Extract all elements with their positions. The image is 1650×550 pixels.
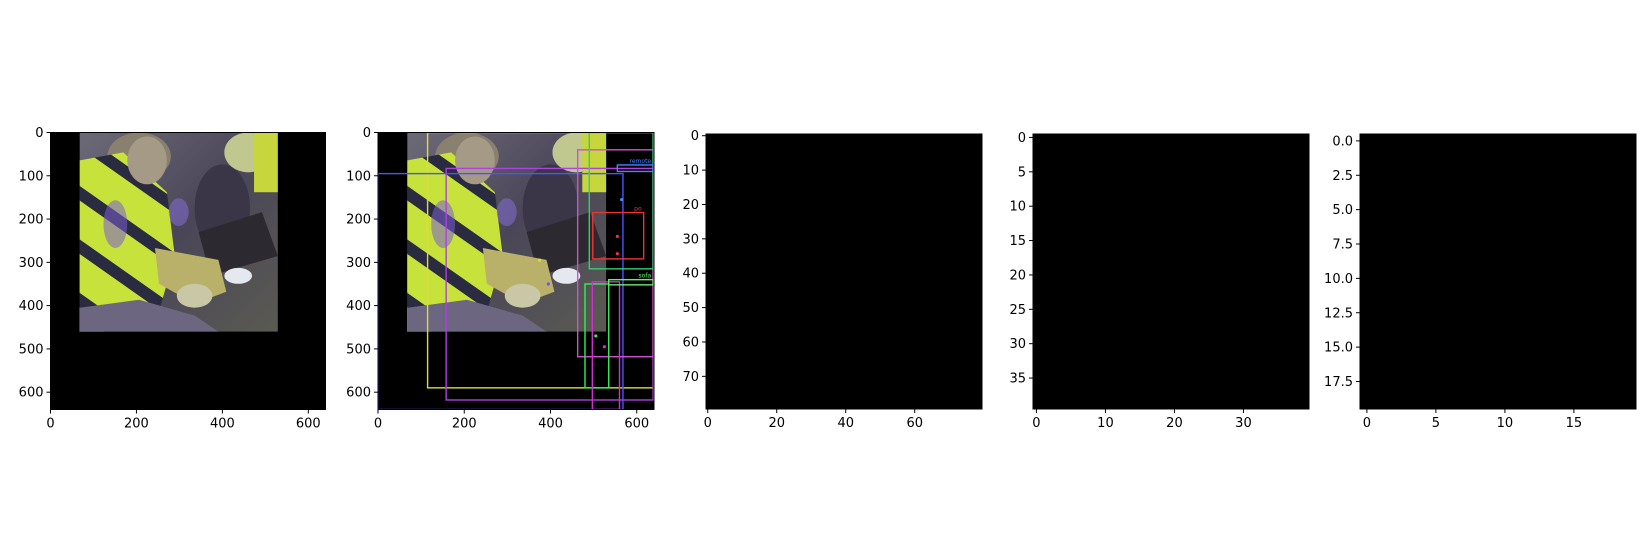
image-area (1033, 134, 1309, 409)
detection-box (378, 172, 624, 410)
y-tick-label: 70 (682, 370, 699, 385)
y-tick-label: 30 (1009, 337, 1026, 352)
y-tick-label: 35 (1009, 372, 1026, 387)
detection-label: remote (630, 158, 652, 165)
y-tick-label: 60 (682, 335, 699, 350)
y-tick-label: 12.5 (1324, 306, 1353, 321)
keypoint (538, 258, 542, 262)
x-tick-label: 20 (768, 416, 785, 431)
x-tick-label: 60 (906, 416, 923, 431)
y-tick-label: 2.5 (1332, 169, 1353, 184)
detection-label: po (634, 206, 642, 213)
y-tick-label: 7.5 (1332, 238, 1353, 253)
y-tick-label: 15.0 (1324, 341, 1353, 356)
keypoint (602, 345, 607, 349)
x-tick-label: 10 (1497, 416, 1514, 431)
y-tick-label: 300 (19, 256, 44, 271)
x-tick-label: 0 (1363, 416, 1371, 431)
y-tick-label: 20 (682, 198, 699, 213)
axes-frame (377, 132, 655, 410)
keypoint (615, 252, 619, 256)
detection-box (588, 132, 654, 270)
x-tick-label: 600 (296, 417, 321, 432)
y-tick-label: 0.0 (1332, 134, 1353, 149)
y-tick-label: 0 (363, 126, 371, 141)
y-tick-label: 20 (1009, 268, 1026, 283)
y-tick-label: 25 (1009, 303, 1026, 318)
y-tick-label: 200 (19, 213, 44, 228)
y-tick-label: 10.0 (1324, 272, 1353, 287)
detection-box (616, 164, 654, 173)
y-tick-label: 17.5 (1324, 375, 1353, 390)
y-tick-label: 5.0 (1332, 203, 1353, 218)
axes-frame (1032, 133, 1310, 410)
y-tick-label: 500 (19, 342, 44, 357)
subplot-3: 0 20 40 60 0 10 20 30 40 50 60 70 (682, 129, 983, 431)
x-tick-label: 10 (1097, 416, 1114, 431)
y-tick-label: 600 (19, 386, 44, 401)
keypoint (546, 282, 550, 286)
keypoint (620, 197, 624, 202)
detection-box (591, 281, 621, 410)
image-area (1360, 134, 1636, 409)
x-tick-label: 200 (452, 417, 477, 432)
x-tick-label: 15 (1566, 416, 1583, 431)
y-tick-label: 50 (682, 301, 699, 316)
y-tick-label: 0 (35, 126, 43, 141)
y-tick-label: 10 (682, 164, 699, 179)
x-tick-label: 0 (704, 416, 712, 431)
axes-frame (50, 132, 326, 410)
y-tick-label: 100 (19, 169, 44, 184)
subplot-5: 0 5 10 15 0.0 2.5 5.0 7.5 10.0 12.5 15.0 17.5 (1324, 133, 1637, 431)
y-tick-label: 40 (682, 267, 699, 282)
subplot-1: 0 200 400 600 0 100 200 300 400 500 600 (19, 126, 326, 432)
keypoint (615, 234, 619, 238)
photo-image (79, 132, 278, 332)
x-tick-label: 0 (46, 417, 54, 432)
y-tick-label: 0 (1018, 131, 1026, 146)
detection-label: sofa (639, 273, 652, 280)
y-tick-label: 0 (691, 129, 699, 144)
x-tick-label: 0 (1032, 416, 1040, 431)
detection-box (584, 283, 610, 389)
x-tick-label: 40 (837, 416, 854, 431)
y-tick-label: 300 (346, 256, 371, 271)
keypoint (594, 334, 598, 338)
subplot-2: po remote sofa 0 200 400 600 0 100 200 300 400 500 60… (346, 126, 655, 432)
detection-box (592, 211, 645, 260)
x-tick-label: 400 (538, 417, 563, 432)
x-tick-label: 400 (210, 417, 235, 432)
x-tick-label: 20 (1166, 416, 1183, 431)
axes-frame (1359, 133, 1637, 410)
detection-box (608, 278, 654, 286)
y-tick-label: 30 (682, 232, 699, 247)
detection-overlays: po remote sofa (378, 132, 654, 410)
y-tick-label: 500 (346, 342, 371, 357)
y-tick-label: 400 (346, 299, 371, 314)
y-tick-label: 100 (346, 169, 371, 184)
y-tick-label: 10 (1009, 200, 1026, 215)
x-tick-label: 5 (1432, 416, 1440, 431)
y-tick-label: 5 (1018, 165, 1026, 180)
y-tick-label: 400 (19, 299, 44, 314)
y-tick-label: 600 (346, 386, 371, 401)
x-tick-label: 200 (124, 417, 149, 432)
y-tick-label: 200 (346, 213, 371, 228)
image-area (706, 134, 982, 409)
x-tick-label: 0 (374, 417, 382, 432)
axes-frame (705, 133, 983, 410)
y-tick-label: 15 (1009, 234, 1026, 249)
x-tick-label: 600 (624, 417, 649, 432)
photo-image (407, 132, 607, 332)
x-tick-label: 30 (1235, 416, 1252, 431)
subplot-4: 0 10 20 30 0 5 10 15 20 25 30 35 (1009, 131, 1310, 431)
